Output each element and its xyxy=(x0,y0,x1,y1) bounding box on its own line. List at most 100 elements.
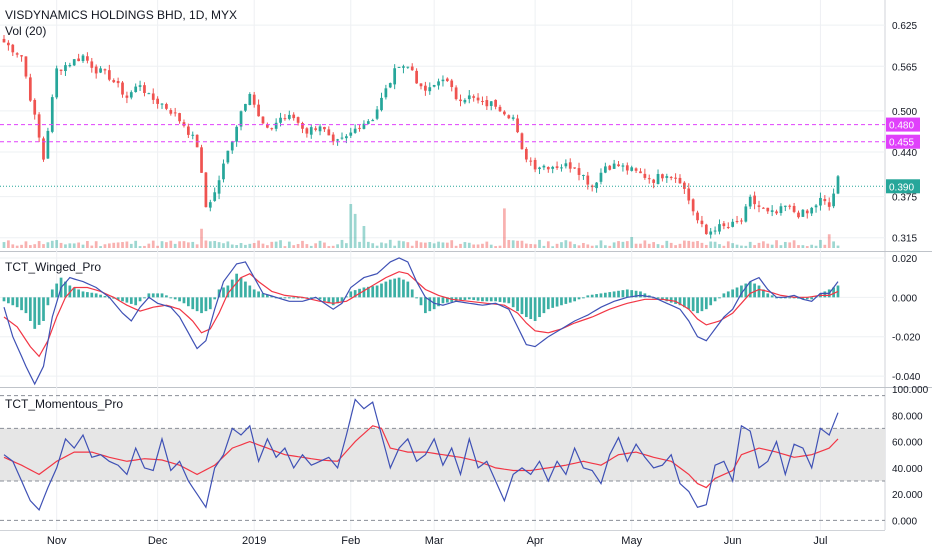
volume-bar xyxy=(116,242,120,248)
candle-body xyxy=(72,59,76,66)
histogram-bar xyxy=(226,285,230,298)
candle-body xyxy=(450,80,454,88)
volume-bar xyxy=(107,243,111,248)
candle-body xyxy=(836,176,840,194)
histogram-bar xyxy=(90,292,94,298)
volume-bar xyxy=(235,244,239,248)
volume-bars xyxy=(2,204,840,248)
candle-body xyxy=(99,68,102,73)
volume-bar xyxy=(542,245,546,248)
candle-body xyxy=(143,85,146,93)
candle-body xyxy=(178,113,181,122)
price-levels: 0.480 0.455 0.390 xyxy=(0,117,920,194)
volume-bar xyxy=(305,244,309,248)
histogram-bar xyxy=(810,297,814,300)
histogram-bar xyxy=(718,297,721,299)
candle-body xyxy=(555,166,559,168)
candle-body xyxy=(173,112,177,114)
volume-bar xyxy=(415,240,418,248)
candle-body xyxy=(147,93,151,95)
histogram-bar xyxy=(182,297,186,304)
volume-bar xyxy=(15,245,19,248)
candle-body xyxy=(639,171,642,174)
histogram-bar xyxy=(366,286,370,298)
winged-pane-title: TCT_Winged_Pro xyxy=(5,260,101,274)
volume-bar xyxy=(195,244,199,248)
momentous-axis-tick: 20.000 xyxy=(892,490,923,501)
candle-body xyxy=(305,128,309,134)
candle-body xyxy=(90,61,94,68)
candle-body xyxy=(511,117,515,119)
volume-bar xyxy=(248,243,252,248)
histogram-bar xyxy=(586,295,590,298)
histogram-bar xyxy=(292,297,296,299)
histogram-bar xyxy=(459,297,462,301)
volume-bar xyxy=(568,241,572,248)
candle-body xyxy=(116,81,120,84)
level-badge-label: 0.455 xyxy=(889,138,914,149)
candle-body xyxy=(691,199,695,212)
histogram-bar xyxy=(257,291,260,298)
candle-body xyxy=(678,177,682,184)
histogram-bar xyxy=(538,297,541,318)
candle-body xyxy=(748,196,752,207)
volume-bar xyxy=(485,241,489,248)
volume-bar xyxy=(151,240,155,248)
volume-bar xyxy=(59,242,63,248)
histogram-bar xyxy=(165,295,168,298)
volume-bar xyxy=(156,245,159,248)
candle-body xyxy=(595,182,598,189)
volume-bar xyxy=(287,241,291,248)
candle-body xyxy=(709,231,713,235)
candle-body xyxy=(503,111,506,115)
histogram-bar xyxy=(283,297,287,299)
volume-bar xyxy=(748,241,752,248)
volume-bar xyxy=(520,240,524,248)
candle-body xyxy=(217,180,221,194)
volume-bar xyxy=(182,241,186,248)
candle-body xyxy=(524,148,528,160)
volume-bar xyxy=(410,245,414,248)
candle-body xyxy=(424,85,427,91)
candle-body xyxy=(37,114,41,138)
volume-bar xyxy=(814,245,818,248)
volume-bar xyxy=(445,242,449,248)
volume-bar xyxy=(489,244,493,248)
histogram-bar xyxy=(770,295,774,298)
volume-bar xyxy=(257,240,260,248)
volume-bar xyxy=(362,226,366,248)
volume-bar xyxy=(797,245,800,248)
momentous-axis-tick: 40.000 xyxy=(892,464,923,475)
histogram-bar xyxy=(520,297,524,315)
candle-body xyxy=(568,162,572,169)
histogram-bar xyxy=(797,297,800,299)
volume-bar xyxy=(375,245,379,248)
volume-bar xyxy=(292,245,296,248)
candle-body xyxy=(160,103,164,105)
candle-body xyxy=(612,163,616,169)
candle-body xyxy=(134,86,138,93)
volume-bar xyxy=(639,243,642,248)
time-axis-label: May xyxy=(621,535,642,547)
histogram-bar xyxy=(33,297,37,329)
volume-bar xyxy=(643,240,647,248)
candle-body xyxy=(827,202,831,207)
volume-bar xyxy=(402,241,405,248)
momentous-axis-tick: 100.000 xyxy=(892,385,929,396)
histogram-bar xyxy=(406,281,410,298)
candle-body xyxy=(388,83,392,88)
candle-body xyxy=(586,175,590,185)
histogram-bar xyxy=(656,297,660,299)
candle-body xyxy=(788,205,792,207)
volume-bar xyxy=(366,241,370,248)
candle-body xyxy=(775,211,778,214)
candle-body xyxy=(766,207,770,212)
candle-body xyxy=(340,137,344,139)
volume-bar xyxy=(722,245,726,248)
candle-body xyxy=(235,126,239,142)
candle-body xyxy=(28,77,32,101)
volume-bar xyxy=(700,242,704,248)
candle-body xyxy=(349,132,353,136)
volume-bar xyxy=(393,245,397,248)
histogram-bar xyxy=(46,297,50,306)
